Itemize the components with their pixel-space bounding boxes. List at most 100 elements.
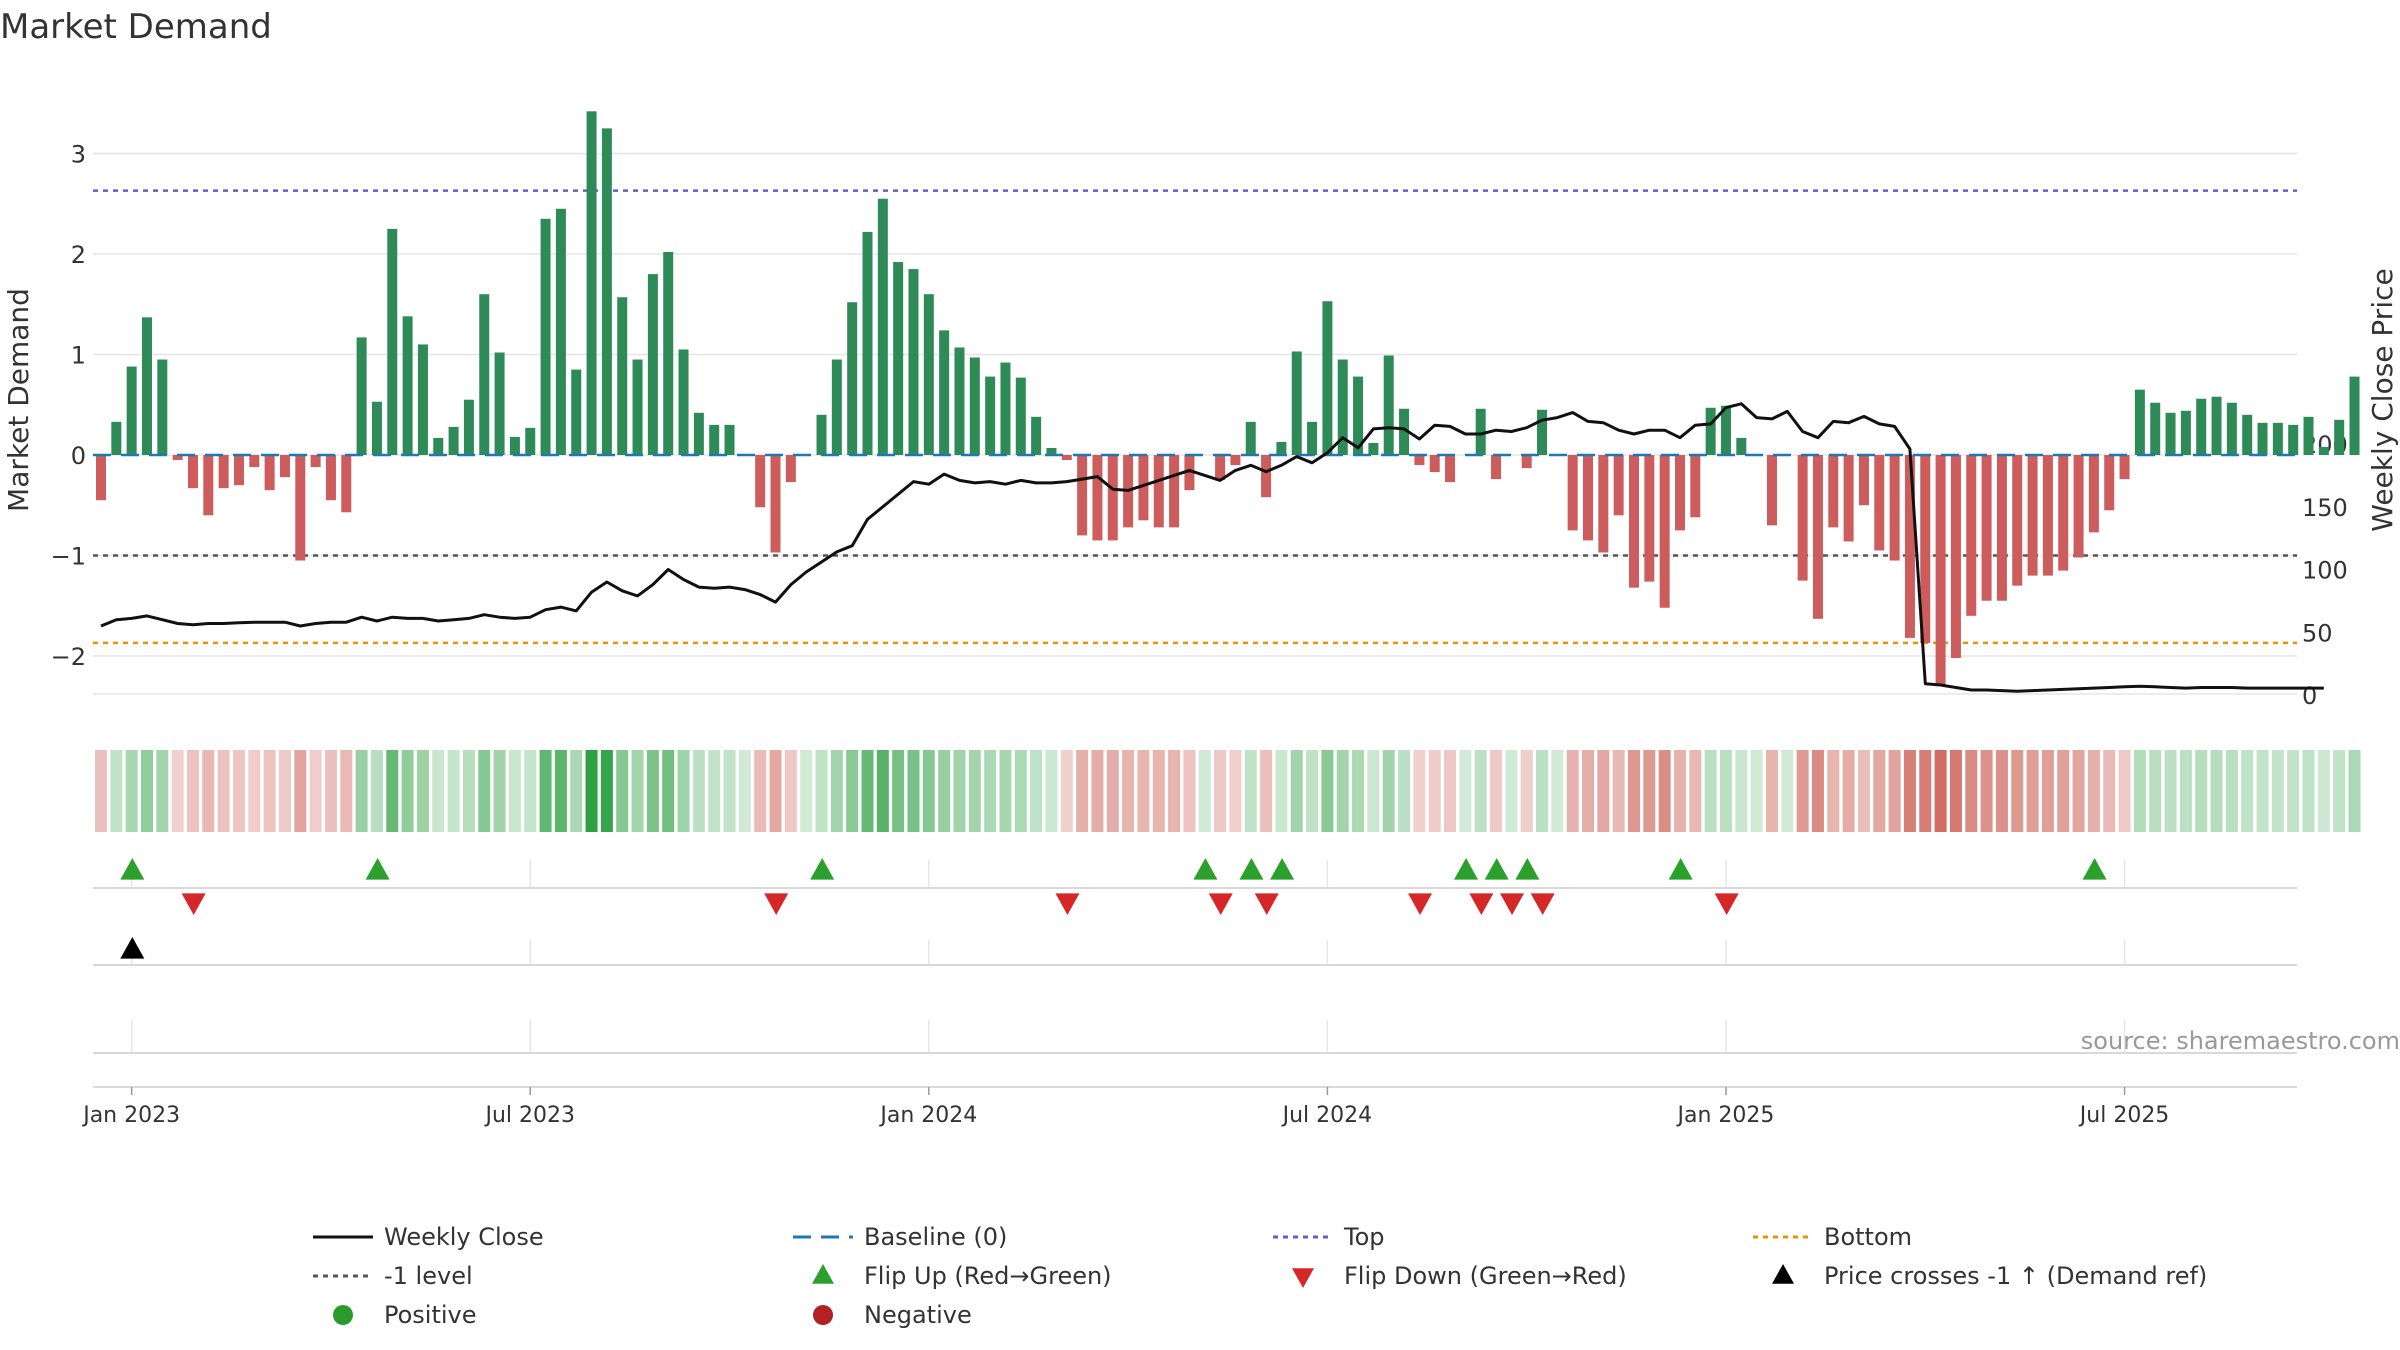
left-axis-ticks: 3 2 1 0 −1 −2 <box>51 141 86 672</box>
heat-cell <box>1612 750 1625 832</box>
flip-up-marker <box>810 858 835 880</box>
demand-bar <box>2150 402 2161 455</box>
heat-cell <box>340 750 353 832</box>
demand-bar <box>785 455 796 483</box>
heat-cell <box>968 750 981 832</box>
flip-down-marker <box>1408 893 1433 915</box>
demand-bar <box>1736 437 1747 455</box>
flip-down-marker <box>1254 893 1279 915</box>
demand-bar <box>1322 301 1333 455</box>
demand-bar <box>2058 455 2069 571</box>
legend-label: Flip Down (Green→Red) <box>1344 1262 1627 1290</box>
heat-cell <box>2225 750 2238 832</box>
demand-bar <box>448 426 459 455</box>
heat-cell <box>2041 750 2054 832</box>
heat-cell <box>202 750 215 832</box>
x-tick-label: Jul 2025 <box>2078 1103 2170 1128</box>
heat-cell <box>1122 750 1135 832</box>
demand-bar <box>509 436 520 455</box>
heat-cell <box>1781 750 1794 832</box>
demand-bar <box>1046 447 1057 455</box>
x-tick-label: Jan 2025 <box>1676 1103 1775 1128</box>
demand-bar <box>1169 455 1180 528</box>
demand-bar <box>2119 455 2130 480</box>
heat-cell <box>1030 750 1043 832</box>
heat-cell <box>662 750 675 832</box>
source-note: source: sharemaestro.com <box>2081 1027 2400 1055</box>
heat-cell <box>1168 750 1181 832</box>
heat-cell <box>616 750 629 832</box>
demand-bar <box>1720 405 1731 455</box>
demand-bar <box>2180 410 2191 455</box>
heat-cell <box>861 750 874 832</box>
heat-cell <box>815 750 828 832</box>
heat-cell <box>938 750 951 832</box>
demand-bar <box>724 424 735 455</box>
demand-bar <box>1429 455 1440 473</box>
heat-cell <box>447 750 460 832</box>
left-tick-label: 3 <box>71 141 86 169</box>
heat-cell <box>1290 750 1303 832</box>
demand-bar <box>2318 446 2329 455</box>
x-tick-label: Jan 2023 <box>81 1103 180 1128</box>
demand-bar <box>1215 455 1226 481</box>
heat-cell <box>1198 750 1211 832</box>
flip-down-marker <box>1714 893 1739 915</box>
demand-bar <box>954 347 965 455</box>
demand-bar <box>1858 455 1869 506</box>
demand-bar <box>2012 455 2023 586</box>
right-axis-label: Weekly Close Price <box>2366 268 2399 531</box>
legend-label: -1 level <box>384 1262 473 1290</box>
heat-cell <box>401 750 414 832</box>
heat-cell <box>478 750 491 832</box>
demand-bar <box>969 357 980 455</box>
heat-cell <box>263 750 276 832</box>
demand-bar <box>463 399 474 455</box>
legend-label: Baseline (0) <box>864 1223 1007 1251</box>
demand-bar <box>1598 455 1609 553</box>
heat-cell <box>1336 750 1349 832</box>
flip-up-marker <box>1270 858 1295 880</box>
heat-cell <box>1474 750 1487 832</box>
heat-cell <box>1244 750 1257 832</box>
heat-cell <box>846 750 859 832</box>
legend-swatch <box>1292 1268 1314 1288</box>
demand-bar <box>1521 455 1532 469</box>
demand-bar <box>571 369 582 455</box>
heat-cell <box>2179 750 2192 832</box>
demand-bar <box>2042 455 2053 576</box>
heat-cell <box>2195 750 2208 832</box>
demand-bar <box>2134 389 2145 455</box>
x-tick-label: Jul 2024 <box>1281 1103 1373 1128</box>
demand-bar <box>2211 396 2222 455</box>
heat-cell <box>2087 750 2100 832</box>
chart-title: Market Demand <box>0 7 272 47</box>
heat-cell <box>1719 750 1732 832</box>
demand-bar <box>417 344 428 455</box>
heat-cell <box>1260 750 1273 832</box>
heat-cell <box>1060 750 1073 832</box>
heat-cell <box>1796 750 1809 832</box>
demand-bar <box>1705 407 1716 455</box>
heat-cell <box>1444 750 1457 832</box>
reference-lines <box>93 189 2297 645</box>
legend-swatch <box>813 1305 833 1325</box>
heat-cell <box>1704 750 1717 832</box>
demand-bar <box>1812 455 1823 619</box>
demand-bar <box>172 455 183 461</box>
heat-cell <box>2287 750 2300 832</box>
heat-cell <box>524 750 537 832</box>
heat-cell <box>140 750 153 832</box>
demand-bar <box>1766 455 1777 526</box>
demand-bar <box>601 128 612 455</box>
heat-cell <box>248 750 261 832</box>
heat-cell <box>95 750 107 832</box>
heat-cell <box>1275 750 1288 832</box>
demand-bar <box>1491 455 1502 480</box>
heat-cell <box>2072 750 2085 832</box>
demand-bar <box>1674 455 1685 531</box>
heat-cell <box>984 750 997 832</box>
demand-bar <box>433 437 444 455</box>
heat-cell <box>2026 750 2039 832</box>
